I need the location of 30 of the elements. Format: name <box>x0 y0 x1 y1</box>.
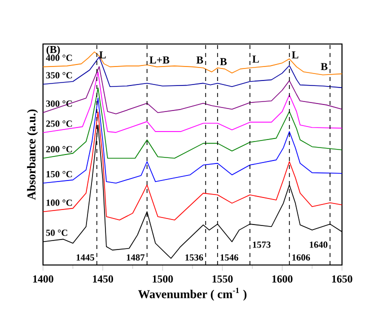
annotation: B <box>320 63 328 70</box>
x-tick-label: 1550 <box>212 275 233 283</box>
x-tick-label: 1650 <box>332 275 352 283</box>
series-label: 50 °C <box>46 230 68 236</box>
series-label: 250 °C <box>46 120 72 127</box>
ref-line-label: 1487 <box>126 254 145 261</box>
ref-line-label: 1606 <box>292 254 310 261</box>
ref-line-label: 1640 <box>310 242 328 248</box>
x-tick-label: 1600 <box>272 275 292 283</box>
annotation: (B) <box>46 46 60 56</box>
series-label: 400 °C <box>46 54 72 61</box>
annotation: B <box>196 56 204 64</box>
x-tick-label: 1450 <box>92 275 114 283</box>
x-tick-label: 1400 <box>33 275 54 283</box>
y-axis-title: Absorbance (a.u.) <box>27 110 38 200</box>
series-label: 200 °C <box>46 146 72 152</box>
ref-line-label: 1445 <box>76 254 94 261</box>
series-label: 150 °C <box>46 170 72 178</box>
series-label: 350 °C <box>46 72 72 78</box>
annotation: L+B <box>150 56 170 64</box>
ref-line-label: 1573 <box>252 242 271 248</box>
annotation: L <box>292 51 298 58</box>
annotation: L <box>252 56 259 63</box>
annotation: B <box>220 58 227 66</box>
x-tick-label: 1500 <box>152 275 173 283</box>
series-label: 100 °C <box>46 200 72 206</box>
ref-line-label: 1536 <box>185 254 204 261</box>
ref-line-label: 1546 <box>220 254 238 261</box>
x-axis-title: Wavenumber ( cm$^{-1}$ ) <box>138 288 246 301</box>
annotation: L <box>99 51 106 58</box>
